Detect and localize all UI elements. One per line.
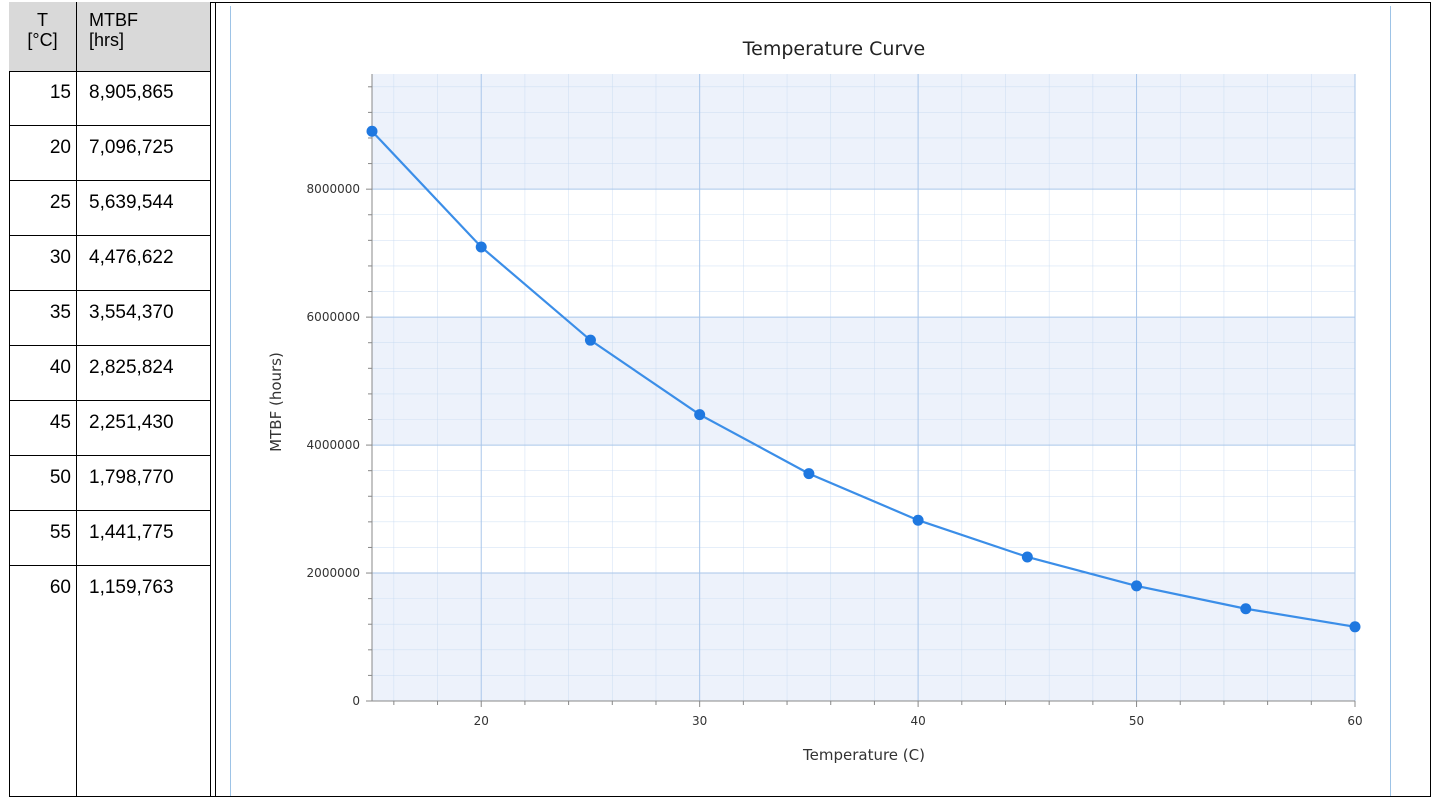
y-tick-label: 0 — [352, 694, 360, 708]
row-temperature: 20 — [49, 137, 71, 158]
row-temperature: 35 — [49, 302, 71, 323]
data-point — [1240, 603, 1252, 615]
plot-area: 20 30 40 50 60 0 2000000 4000000 6000000 8000000 — [307, 74, 1363, 728]
header-temp-line2: [°C] — [27, 30, 58, 50]
data-point — [584, 334, 596, 346]
header-mtbf: MTBF [hrs] — [89, 10, 138, 50]
table-row: 50 1,798,770 — [9, 456, 210, 511]
header-temp: T [°C] — [9, 10, 76, 50]
row-temperature: 55 — [49, 522, 71, 543]
series-line — [371, 130, 1356, 628]
table-right-border-double — [215, 2, 216, 797]
data-point — [1131, 580, 1143, 592]
plot-band — [372, 445, 1355, 574]
row-temperature: 40 — [49, 357, 71, 378]
table-row: 45 2,251,430 — [9, 401, 210, 456]
table-row: 20 7,096,725 — [9, 126, 210, 181]
row-divider — [9, 235, 210, 236]
row-divider — [9, 71, 210, 72]
plot-band — [372, 189, 1355, 318]
header-temp-cell — [9, 2, 76, 71]
y-tick-label: 6000000 — [307, 310, 360, 324]
table-row: 55 1,441,775 — [9, 511, 210, 566]
x-tick-label: 20 — [474, 714, 489, 728]
row-divider — [9, 180, 210, 181]
y-tick-label: 8000000 — [307, 182, 360, 196]
row-mtbf: 1,159,763 — [89, 577, 174, 598]
table-row: 30 4,476,622 — [9, 236, 210, 291]
row-divider — [9, 290, 210, 291]
x-tick-label: 30 — [692, 714, 707, 728]
row-mtbf: 1,441,775 — [89, 522, 174, 543]
plot-band — [372, 74, 1355, 190]
row-temperature: 30 — [49, 247, 71, 268]
plot-band — [372, 317, 1355, 446]
y-tick-label: 4000000 — [307, 438, 360, 452]
chart-panel: 20 30 40 50 60 0 2000000 4000000 6000000 8000000 … — [230, 6, 1391, 796]
row-divider — [9, 510, 210, 511]
row-mtbf: 1,798,770 — [89, 467, 174, 488]
table-row: 15 8,905,865 — [9, 71, 210, 126]
row-divider — [9, 345, 210, 346]
row-mtbf: 8,905,865 — [89, 82, 174, 103]
table-row: 35 3,554,370 — [9, 291, 210, 346]
data-point — [475, 241, 487, 253]
temperature-chart: 20 30 40 50 6002000000400000060000008000000 … — [267, 38, 1363, 764]
x-axis-label: Temperature (C) — [802, 746, 925, 764]
data-point — [366, 125, 378, 137]
header-mtbf-line1: MTBF — [89, 10, 138, 30]
x-tick-label: 60 — [1347, 714, 1362, 728]
x-tick-label: 40 — [910, 714, 925, 728]
row-mtbf: 4,476,622 — [89, 247, 174, 268]
data-point — [694, 409, 706, 421]
row-mtbf: 3,554,370 — [89, 302, 174, 323]
row-mtbf: 5,639,544 — [89, 192, 174, 213]
row-divider — [9, 565, 210, 566]
header-mtbf-line2: [hrs] — [89, 30, 125, 50]
row-temperature: 50 — [49, 467, 71, 488]
row-divider — [9, 400, 210, 401]
data-point — [1021, 551, 1033, 563]
row-temperature: 60 — [49, 577, 71, 598]
row-temperature: 15 — [49, 82, 71, 103]
row-mtbf: 2,825,824 — [89, 357, 174, 378]
row-temperature: 25 — [49, 192, 71, 213]
chart-title: Temperature Curve — [742, 38, 925, 60]
header-temp-line1: T — [37, 10, 48, 30]
table-row: 25 5,639,544 — [9, 181, 210, 236]
header-mtbf-cell — [77, 2, 210, 71]
row-temperature: 45 — [49, 412, 71, 433]
table-row: 40 2,825,824 — [9, 346, 210, 401]
y-axis-label: MTBF (hours) — [267, 352, 285, 452]
row-mtbf: 7,096,725 — [89, 137, 174, 158]
plot-band — [372, 573, 1355, 701]
data-point — [803, 468, 815, 480]
table-right-border — [210, 2, 211, 797]
x-tick-label: 50 — [1129, 714, 1144, 728]
table-row: 60 1,159,763 — [9, 566, 210, 621]
row-divider — [9, 455, 210, 456]
row-mtbf: 2,251,430 — [89, 412, 174, 433]
y-tick-label: 2000000 — [307, 566, 360, 580]
data-point — [1349, 621, 1361, 633]
data-point — [912, 514, 924, 526]
table-column-divider — [76, 2, 77, 797]
row-divider — [9, 125, 210, 126]
